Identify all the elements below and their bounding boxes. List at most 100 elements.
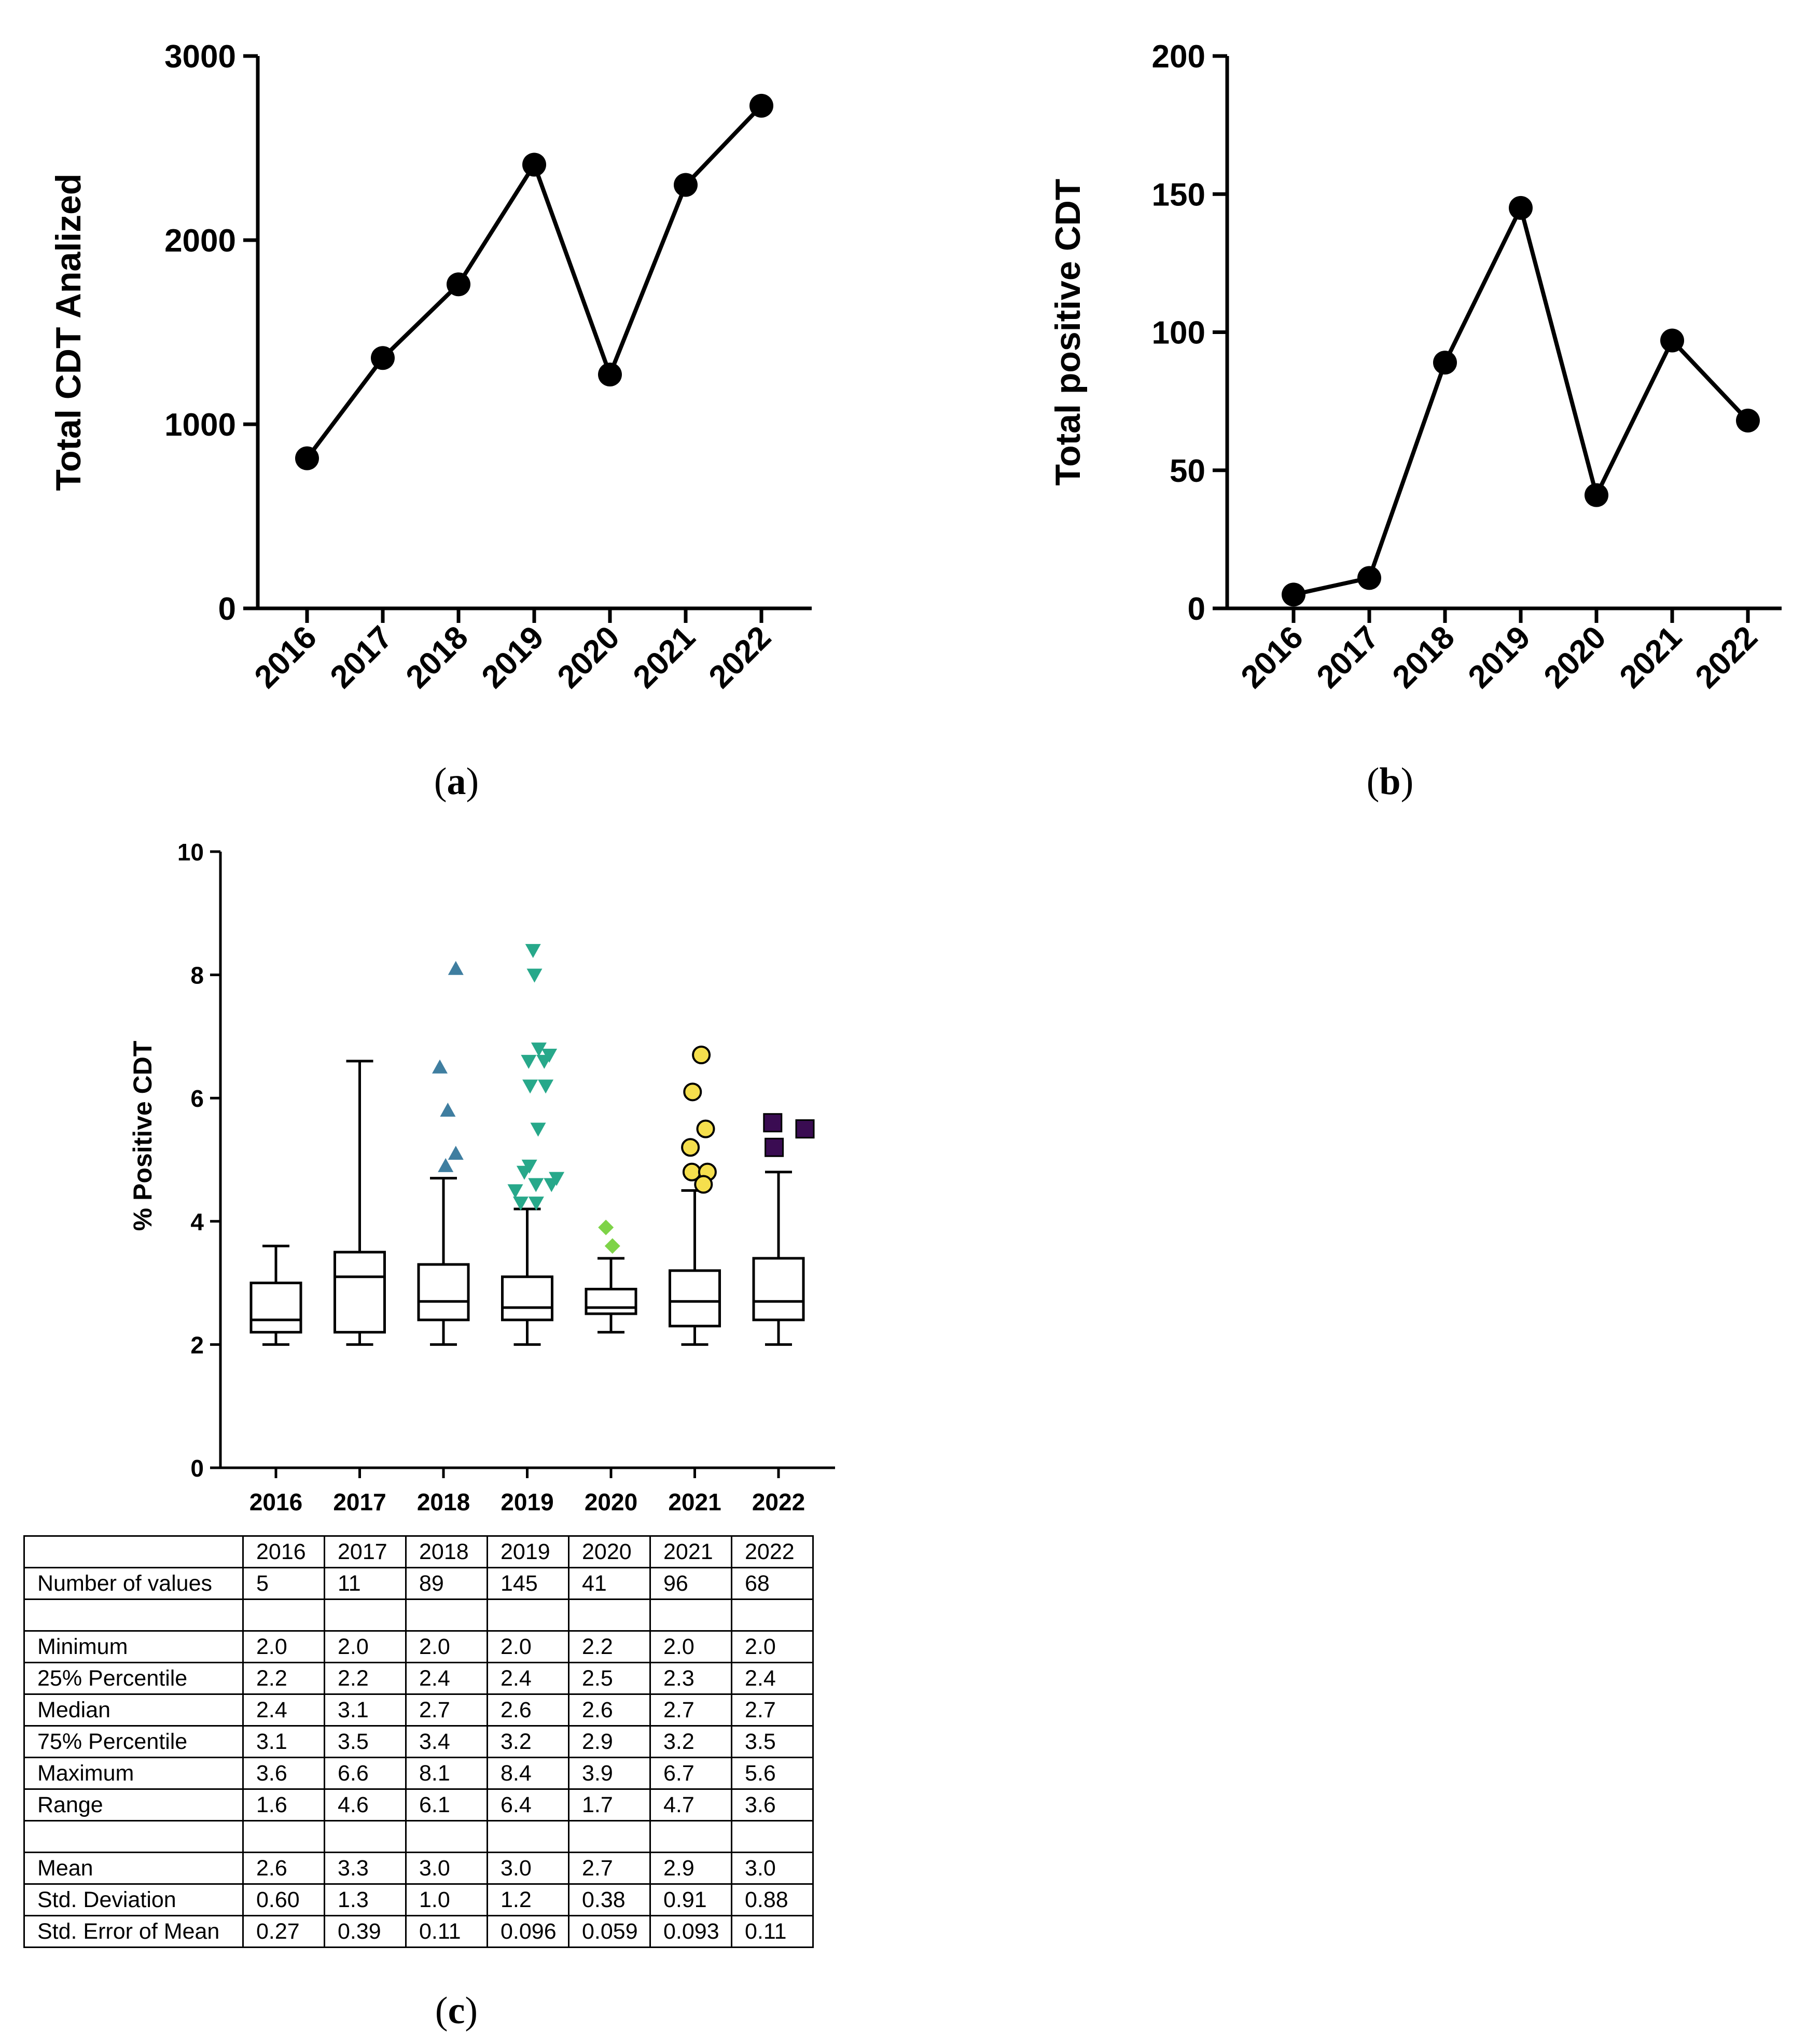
table-cell (568, 1820, 651, 1853)
y-tick-label: 0 (1188, 591, 1205, 627)
table-cell: 0.11 (405, 1915, 488, 1948)
caption-c: (c) (435, 1990, 478, 2032)
y-tick-label: 2000 (164, 223, 236, 259)
outlier-marker (432, 1059, 448, 1074)
caption-b: (b) (1366, 760, 1414, 803)
outlier-marker (448, 961, 464, 975)
table-cell: 3.5 (731, 1725, 814, 1758)
table-cell (731, 1820, 814, 1853)
table-cell: 96 (649, 1567, 732, 1600)
table-cell: 6.1 (405, 1788, 488, 1821)
y-tick-label: 1000 (164, 407, 236, 443)
table-cell: 8.1 (405, 1757, 488, 1790)
data-point (1736, 408, 1760, 433)
table-cell: 1.0 (405, 1883, 488, 1916)
data-point (295, 446, 319, 470)
x-tick-label: 2019 (501, 1489, 553, 1515)
table-cell: 2.7 (649, 1693, 732, 1727)
table-corner-cell (23, 1535, 244, 1568)
table-cell: 3.9 (568, 1757, 651, 1790)
outlier-marker (525, 944, 541, 958)
table-cell: 4.6 (324, 1788, 407, 1821)
table-cell: 3.2 (487, 1725, 569, 1758)
table-cell (568, 1598, 651, 1632)
y-axis-title: Total positive CDT (1048, 179, 1088, 486)
data-point (1585, 483, 1608, 507)
table-cell: 1.2 (487, 1883, 569, 1916)
y-tick-label: 0 (190, 1455, 204, 1482)
table-row (23, 1598, 814, 1632)
x-tick-label: 2017 (333, 1489, 386, 1515)
table-cell: 2.2 (568, 1630, 651, 1663)
table-cell: 5.6 (731, 1757, 814, 1790)
table-cell (324, 1598, 407, 1632)
table-cell: 3.5 (324, 1725, 407, 1758)
outlier-marker (448, 1146, 464, 1160)
table-cell: 0.096 (487, 1915, 569, 1948)
table-cell: 3.1 (324, 1693, 407, 1727)
table-cell: 0.27 (242, 1915, 325, 1948)
table-cell: 0.093 (649, 1915, 732, 1948)
table-cell: 89 (405, 1567, 488, 1600)
table-cell: 2.0 (405, 1630, 488, 1663)
box (669, 1269, 721, 1328)
table-cell: 3.2 (649, 1725, 732, 1758)
y-tick-label: 0 (218, 591, 236, 627)
table-row-label: Mean (23, 1852, 244, 1885)
data-point (371, 346, 395, 370)
table-cell: 2.9 (649, 1852, 732, 1885)
summary-statistics-table: 2016 2017 2018 2019 2020 2021 2022 Number of va… (23, 1535, 814, 1948)
table-cell: 6.4 (487, 1788, 569, 1821)
table-cell: 3.0 (405, 1852, 488, 1885)
outlier-marker (604, 1238, 620, 1254)
data-point (674, 173, 698, 197)
outlier-marker (598, 1219, 614, 1235)
table-cell: 1.7 (568, 1788, 651, 1821)
x-tick-label: 2022 (752, 1489, 805, 1515)
table-cell: 1.6 (242, 1788, 325, 1821)
table-cell: 0.38 (568, 1883, 651, 1916)
table-cell: 3.3 (324, 1852, 407, 1885)
table-header-cell: 2017 (324, 1535, 407, 1568)
outlier-marker (522, 1079, 538, 1094)
data-point (598, 363, 622, 387)
table-cell: 2.7 (405, 1693, 488, 1727)
table-cell: 145 (487, 1567, 569, 1600)
y-tick-label: 6 (190, 1085, 204, 1112)
outlier-marker (516, 1165, 532, 1180)
outlier-marker (530, 1122, 546, 1137)
table-cell: 2.6 (568, 1693, 651, 1727)
table-row-label: Minimum (23, 1630, 244, 1663)
table-cell: 4.7 (649, 1788, 732, 1821)
y-tick-label: 100 (1152, 315, 1205, 351)
outlier-marker (763, 1113, 783, 1133)
outlier-marker (512, 1197, 529, 1211)
table-row (23, 1820, 814, 1853)
data-point (1660, 328, 1684, 353)
x-tick-label: 2021 (668, 1489, 721, 1515)
box (334, 1250, 386, 1334)
outlier-marker (526, 968, 543, 983)
table-cell: 2.2 (242, 1662, 325, 1695)
y-tick-label: 200 (1152, 39, 1205, 75)
data-point (1433, 351, 1457, 375)
table-cell: 2.7 (568, 1852, 651, 1885)
table-cell: 2.6 (242, 1852, 325, 1885)
table-header-cell: 2018 (405, 1535, 488, 1568)
table-row: Std. Error of Mean 0.27 0.39 0.11 0.096 0.059… (23, 1915, 814, 1948)
table-cell (324, 1820, 407, 1853)
table-cell: 0.60 (242, 1883, 325, 1916)
table-cell: 0.91 (649, 1883, 732, 1916)
y-tick-label: 10 (177, 839, 204, 866)
data-point (749, 93, 773, 118)
box (501, 1275, 553, 1322)
table-cell: 3.0 (487, 1852, 569, 1885)
table-row: 25% Percentile 2.2 2.2 2.4 2.4 2.5 2.3 2.4 (23, 1662, 814, 1695)
outlier-marker (440, 1102, 456, 1117)
data-point (1509, 196, 1533, 220)
box (752, 1257, 805, 1322)
outlier-marker (696, 1119, 715, 1138)
table-header-row: 2016 2017 2018 2019 2020 2021 2022 (23, 1535, 814, 1568)
